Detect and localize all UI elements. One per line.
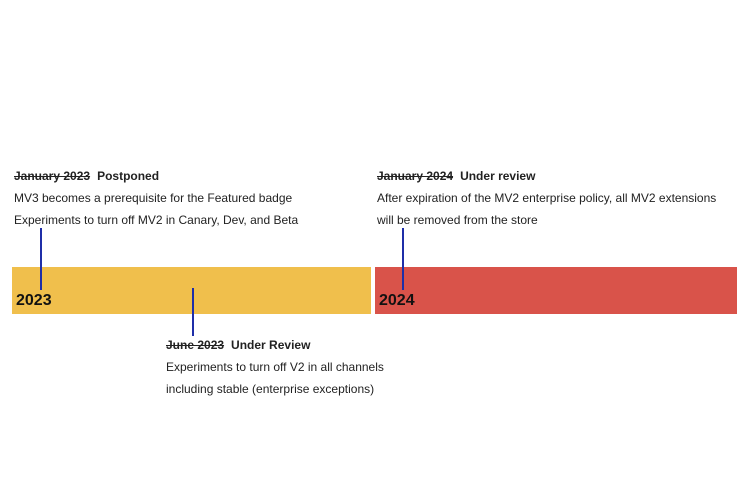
year-label: 2024	[379, 292, 415, 309]
milestone-status: Under Review	[231, 338, 311, 352]
milestone-status: Postponed	[97, 169, 160, 183]
timeline-bar-2024: 2024	[375, 267, 737, 314]
milestone-description-line: After expiration of the MV2 enterprise p…	[377, 191, 717, 205]
milestone-marker-january-2024	[402, 228, 404, 290]
milestone-heading: January 2023 Postponed	[14, 165, 298, 187]
milestone-heading: June 2023 Under Review	[166, 334, 384, 356]
milestone-original-date: January 2023	[14, 169, 91, 183]
milestone-description-line: Experiments to turn off V2 in all channe…	[166, 360, 384, 374]
milestone-description-line: Experiments to turn off MV2 in Canary, D…	[14, 213, 299, 227]
milestone-description-line: MV3 becomes a prerequisite for the Featu…	[14, 191, 293, 205]
milestone-description-line: including stable (enterprise exceptions)	[166, 382, 375, 396]
year-label: 2023	[16, 292, 52, 309]
milestone-description-line: will be removed from the store	[377, 213, 538, 227]
milestone-january-2023: January 2023 Postponed MV3 becomes a prer…	[14, 165, 298, 231]
milestone-original-date: June 2023	[166, 338, 225, 352]
timeline-bar-2023: 2023	[12, 267, 371, 314]
milestone-heading: January 2024 Under review	[377, 165, 716, 187]
milestone-marker-january-2023	[40, 228, 42, 290]
milestone-original-date: January 2024	[377, 169, 454, 183]
milestone-january-2024: January 2024 Under review After expiratio…	[377, 165, 716, 231]
milestone-status: Under review	[460, 169, 536, 183]
milestone-marker-june-2023	[192, 288, 194, 336]
milestone-june-2023: June 2023 Under Review Experiments to tur…	[166, 334, 384, 400]
